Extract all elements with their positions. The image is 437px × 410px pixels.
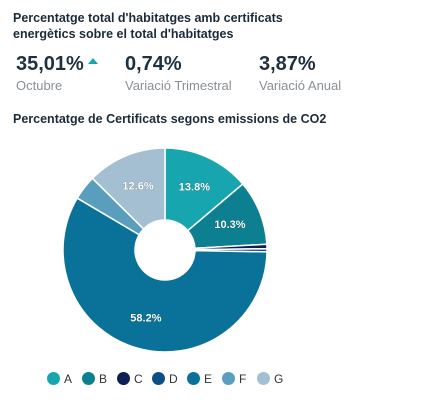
- legend-label: C: [134, 372, 143, 386]
- data-label-b: 10.3%: [214, 219, 245, 231]
- kpi-value: 0,74%: [125, 53, 182, 75]
- donut-slice-a[interactable]: [164, 147, 244, 232]
- kpi-value: 35,01%: [16, 52, 98, 76]
- kpi-octubre: 35,01% Octubre: [16, 52, 98, 94]
- legend-label: F: [239, 372, 247, 386]
- chart-title: Percentatge de Certificats segons emissi…: [13, 112, 327, 126]
- kpi-variacio-trimestral: 0,74% Variació Trimestral: [125, 52, 232, 94]
- data-label-g: 12.6%: [122, 180, 153, 192]
- kpi-row: 35,01% Octubre 0,74% Variació Trimestral…: [16, 52, 426, 96]
- legend-label: A: [64, 372, 73, 386]
- legend-swatch: [152, 372, 165, 385]
- legend-label: G: [274, 372, 284, 386]
- legend-label: B: [99, 372, 108, 386]
- donut-chart: 13.8% 10.3% 58.2% 12.6%: [62, 147, 268, 353]
- legend-swatch: [257, 372, 270, 385]
- data-label-e: 58.2%: [130, 312, 161, 324]
- legend-label: E: [204, 372, 213, 386]
- kpi-value: 3,87%: [259, 53, 316, 75]
- kpi-variacio-anual: 3,87% Variació Anual: [259, 52, 341, 94]
- legend-swatch: [187, 372, 200, 385]
- donut-slice-g[interactable]: [91, 147, 166, 230]
- page-title: Percentatge total d'habitatges amb certi…: [13, 11, 283, 41]
- kpi-label: Octubre: [16, 78, 63, 93]
- legend-swatch: [47, 372, 60, 385]
- kpi-label: Variació Anual: [259, 78, 342, 93]
- donut-slice-e[interactable]: [62, 197, 268, 353]
- data-label-a: 13.8%: [179, 181, 210, 193]
- legend-swatch: [82, 372, 95, 385]
- kpi-label: Variació Trimestral: [125, 78, 232, 93]
- trend-up-icon: [87, 58, 98, 64]
- legend-swatch: [222, 372, 235, 385]
- legend-label: D: [169, 372, 178, 386]
- legend-swatch: [117, 372, 130, 385]
